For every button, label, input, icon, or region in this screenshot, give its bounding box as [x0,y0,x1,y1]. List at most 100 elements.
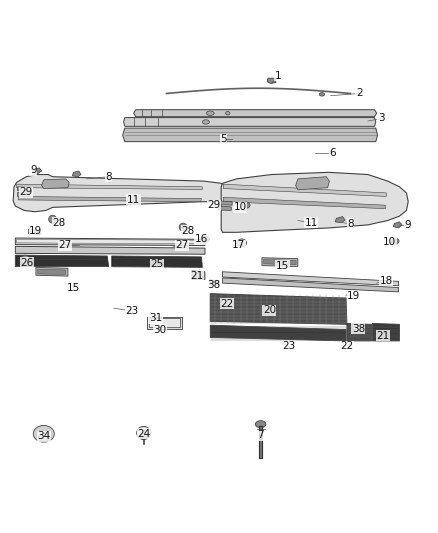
Text: 27: 27 [58,240,71,251]
Polygon shape [223,184,386,197]
Text: 5: 5 [220,134,227,144]
Polygon shape [267,78,276,84]
Text: 10: 10 [383,237,396,247]
Polygon shape [13,174,223,212]
Ellipse shape [39,433,49,441]
Polygon shape [372,324,399,341]
Polygon shape [147,317,182,329]
Polygon shape [38,269,66,274]
Ellipse shape [237,239,247,247]
Text: 15: 15 [276,261,289,271]
Polygon shape [149,318,180,327]
Polygon shape [223,197,385,209]
Polygon shape [353,325,361,330]
Text: 19: 19 [29,225,42,236]
Text: 2: 2 [356,88,363,99]
Polygon shape [210,325,346,341]
Text: 24: 24 [137,429,150,439]
Ellipse shape [226,111,230,115]
Text: 22: 22 [340,341,353,351]
Polygon shape [335,216,345,223]
Polygon shape [28,229,40,235]
Polygon shape [221,298,233,306]
Text: 31: 31 [149,313,162,323]
Ellipse shape [391,238,399,244]
Text: 23: 23 [126,306,139,316]
Text: 9: 9 [404,220,411,230]
Text: 22: 22 [220,298,233,309]
Ellipse shape [179,223,187,231]
Ellipse shape [202,120,209,124]
Polygon shape [72,171,81,177]
Polygon shape [112,256,202,268]
Text: 1: 1 [275,71,282,81]
Text: 30: 30 [153,325,166,335]
Polygon shape [347,324,371,341]
Ellipse shape [255,421,266,427]
Polygon shape [15,246,205,254]
Text: 23: 23 [283,341,296,351]
Text: 6: 6 [329,149,336,158]
Text: 18: 18 [380,276,393,286]
Ellipse shape [21,255,29,264]
Polygon shape [134,110,377,117]
Text: 28: 28 [182,225,195,236]
Text: 38: 38 [207,280,220,290]
Text: 21: 21 [377,330,390,341]
Text: 29: 29 [207,200,220,210]
Text: 11: 11 [127,195,140,205]
Ellipse shape [49,215,57,223]
Polygon shape [15,255,109,266]
Text: 9: 9 [30,165,37,175]
Text: 3: 3 [378,114,385,124]
Text: 16: 16 [195,235,208,244]
Polygon shape [223,278,399,292]
Polygon shape [221,172,408,232]
Text: 29: 29 [20,187,33,197]
Text: 10: 10 [233,203,247,212]
Polygon shape [223,272,399,286]
Polygon shape [17,184,202,189]
Text: 34: 34 [37,431,50,441]
Polygon shape [296,177,329,190]
Text: 19: 19 [347,291,360,301]
Polygon shape [218,206,231,211]
Ellipse shape [319,93,325,96]
Text: 27: 27 [175,240,188,251]
Text: 25: 25 [150,260,163,269]
Polygon shape [42,179,69,189]
Ellipse shape [140,433,147,440]
Ellipse shape [206,111,214,115]
Text: 11: 11 [304,217,318,228]
Polygon shape [192,271,205,280]
Polygon shape [124,118,376,126]
Polygon shape [18,192,30,197]
Polygon shape [36,268,68,276]
Polygon shape [264,260,296,265]
Ellipse shape [137,426,151,440]
Ellipse shape [201,236,209,243]
Polygon shape [17,239,204,244]
Polygon shape [123,128,378,142]
Text: 8: 8 [105,172,112,182]
Text: 28: 28 [53,217,66,228]
Ellipse shape [242,202,250,208]
Polygon shape [15,238,205,246]
Text: 26: 26 [21,258,34,268]
Polygon shape [393,222,402,228]
Text: 8: 8 [347,219,354,229]
Polygon shape [18,187,32,191]
Polygon shape [262,258,298,266]
Polygon shape [218,201,232,205]
Text: 38: 38 [352,324,365,334]
Polygon shape [210,294,347,324]
Polygon shape [18,197,201,201]
Text: 7: 7 [257,430,264,440]
Text: 21: 21 [191,271,204,281]
Polygon shape [33,168,42,174]
Polygon shape [209,280,219,285]
Text: 17: 17 [232,240,245,251]
Text: 20: 20 [263,305,276,316]
Ellipse shape [33,425,54,442]
Text: 15: 15 [67,282,80,293]
